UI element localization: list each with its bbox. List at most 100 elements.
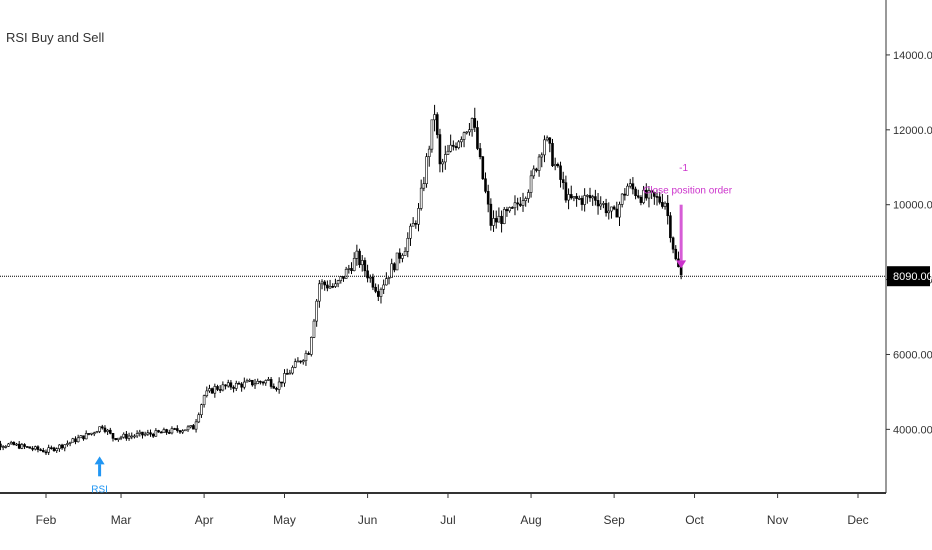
- candle: [454, 142, 458, 151]
- candle: [82, 435, 85, 441]
- candle: [68, 441, 72, 447]
- candle: [192, 424, 195, 430]
- candle: [221, 381, 225, 392]
- candle: [7, 442, 10, 447]
- candle: [572, 196, 576, 202]
- x-tick-label: Nov: [767, 513, 788, 527]
- x-tick-label: Feb: [36, 513, 57, 527]
- candle: [173, 427, 176, 430]
- candle: [138, 429, 142, 437]
- candle: [358, 248, 361, 268]
- candle: [545, 135, 549, 142]
- candle: [441, 158, 444, 173]
- candle: [44, 449, 48, 455]
- candle: [170, 426, 174, 435]
- candle: [377, 284, 380, 302]
- candle: [666, 195, 670, 225]
- candle: [259, 380, 262, 385]
- candle: [647, 186, 651, 208]
- candle: [385, 272, 388, 286]
- candle: [234, 380, 238, 392]
- y-tick-label: 12000.00: [893, 125, 932, 137]
- candle: [119, 435, 123, 441]
- candle: [444, 145, 447, 170]
- candle: [272, 383, 276, 389]
- candle: [559, 161, 562, 188]
- x-tick-label: Mar: [111, 513, 132, 527]
- candle: [79, 435, 83, 439]
- candle: [510, 206, 514, 209]
- candle: [159, 430, 163, 434]
- candle: [360, 255, 364, 272]
- candle: [422, 176, 426, 192]
- candle: [658, 191, 661, 205]
- candle: [452, 140, 455, 151]
- candle: [149, 429, 152, 437]
- candle: [537, 154, 541, 177]
- candle: [162, 427, 166, 433]
- candle: [229, 380, 233, 390]
- candle: [642, 185, 645, 205]
- candle: [449, 134, 452, 153]
- candle: [165, 428, 168, 435]
- candle: [111, 433, 115, 442]
- candle: [84, 430, 88, 440]
- candle: [315, 298, 318, 327]
- candle: [406, 232, 410, 258]
- candle: [494, 210, 498, 229]
- candle: [248, 378, 251, 383]
- candle: [20, 442, 24, 450]
- candle: [283, 369, 286, 387]
- candle: [253, 378, 257, 389]
- candle: [446, 144, 450, 155]
- candle: [628, 178, 632, 189]
- candle: [419, 179, 423, 211]
- current-price-tag: [887, 266, 930, 287]
- candle: [476, 120, 479, 151]
- candle: [336, 279, 340, 288]
- y-tick-label: 6000.00: [893, 349, 932, 361]
- candle: [232, 385, 235, 393]
- candle: [95, 430, 99, 434]
- candle: [602, 201, 605, 209]
- candle: [438, 128, 442, 173]
- candle: [650, 189, 653, 200]
- candle: [339, 276, 343, 284]
- candle: [583, 188, 586, 212]
- candle: [599, 196, 603, 210]
- candle: [117, 437, 120, 442]
- candle: [293, 358, 297, 369]
- candle: [178, 429, 182, 434]
- candle: [497, 207, 501, 223]
- candle: [23, 443, 26, 450]
- candle: [208, 384, 211, 393]
- candle: [382, 279, 385, 294]
- candle: [551, 138, 554, 167]
- candle: [634, 186, 637, 200]
- candle: [251, 379, 254, 387]
- candle: [312, 318, 316, 339]
- x-tick-label: Jul: [440, 513, 455, 527]
- candle: [508, 206, 511, 213]
- candle: [76, 434, 80, 443]
- candle: [591, 194, 594, 206]
- candle: [12, 441, 16, 446]
- candle: [200, 403, 203, 418]
- candle: [98, 426, 101, 434]
- candle: [15, 442, 18, 446]
- candle: [655, 189, 659, 206]
- candle: [352, 252, 356, 272]
- candle: [492, 210, 495, 232]
- candle: [596, 192, 600, 215]
- candle: [189, 425, 193, 429]
- candle: [157, 429, 160, 433]
- candle: [122, 432, 126, 439]
- candle: [435, 112, 439, 139]
- candle: [588, 187, 592, 202]
- candle: [167, 429, 171, 435]
- candle: [427, 145, 431, 167]
- candle: [9, 440, 13, 445]
- candle: [604, 198, 608, 217]
- candle: [151, 432, 155, 438]
